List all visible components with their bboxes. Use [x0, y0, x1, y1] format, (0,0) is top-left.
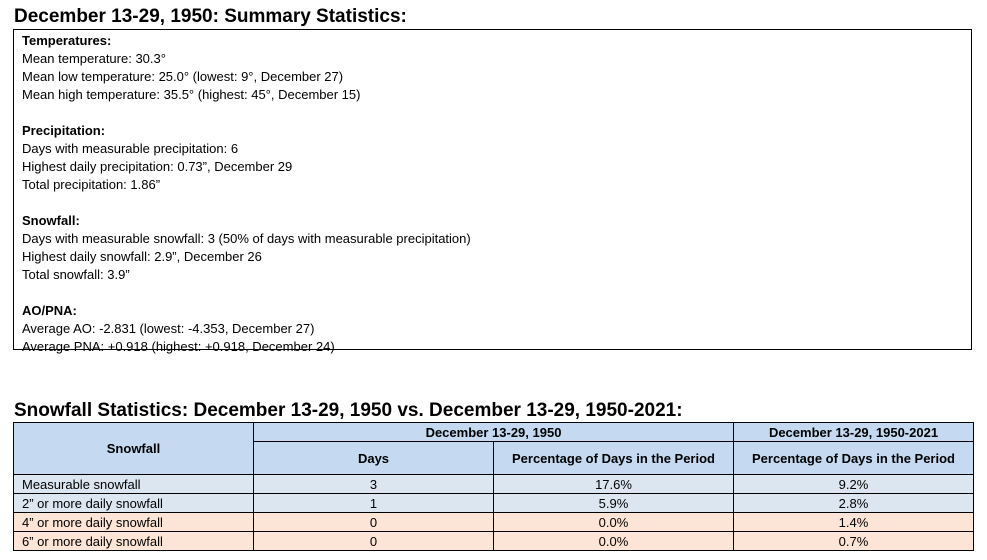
mean-low-temperature: Mean low temperature: 25.0° (lowest: 9°,…	[22, 69, 344, 84]
header-pct-1950: Percentage of Days in the Period	[493, 441, 734, 475]
row-days: 0	[253, 531, 494, 551]
table-row: 4” or more daily snowfall 0 0.0% 1.4%	[13, 512, 974, 532]
snowfall-section: Snowfall: Days with measurable snowfall:…	[22, 212, 971, 284]
row-pct-1950: 5.9%	[493, 493, 734, 513]
header-days: Days	[253, 441, 494, 475]
measurable-precipitation-days: Days with measurable precipitation: 6	[22, 141, 239, 156]
highest-daily-snowfall: Highest daily snowfall: 2.9”, December 2…	[22, 249, 262, 264]
precipitation-heading: Precipitation:	[22, 123, 106, 138]
temperatures-section: Temperatures: Mean temperature: 30.3° Me…	[22, 32, 971, 104]
snowfall-table-title: Snowfall Statistics: December 13-29, 195…	[14, 400, 683, 421]
table-header-row: Snowfall December 13-29, 1950 December 1…	[13, 422, 974, 475]
summary-box: Temperatures: Mean temperature: 30.3° Me…	[13, 29, 972, 354]
row-pct-1950-2021: 0.7%	[733, 531, 974, 551]
row-pct-1950-2021: 9.2%	[733, 474, 974, 494]
precipitation-section: Precipitation: Days with measurable prec…	[22, 122, 971, 194]
header-group-1950-2021: December 13-29, 1950-2021	[733, 422, 974, 442]
mean-high-temperature: Mean high temperature: 35.5° (highest: 4…	[22, 87, 361, 102]
ao-pna-section: AO/PNA: Average AO: -2.831 (lowest: -4.3…	[22, 302, 971, 356]
total-precipitation: Total precipitation: 1.86”	[22, 177, 161, 192]
temperatures-heading: Temperatures:	[22, 33, 112, 48]
highest-daily-precipitation: Highest daily precipitation: 0.73”, Dece…	[22, 159, 293, 174]
snowfall-statistics-table: Snowfall December 13-29, 1950 December 1…	[13, 422, 974, 551]
table-row: Measurable snowfall 3 17.6% 9.2%	[13, 474, 974, 494]
row-days: 3	[253, 474, 494, 494]
row-label: 2” or more daily snowfall	[13, 493, 254, 513]
row-label: Measurable snowfall	[13, 474, 254, 494]
row-days: 1	[253, 493, 494, 513]
header-snowfall: Snowfall	[13, 422, 254, 475]
total-snowfall: Total snowfall: 3.9”	[22, 267, 130, 282]
row-pct-1950: 0.0%	[493, 512, 734, 532]
average-pna: Average PNA: +0.918 (highest: +0.918, De…	[22, 339, 335, 354]
summary-title: December 13-29, 1950: Summary Statistics…	[14, 6, 407, 27]
measurable-snowfall-days: Days with measurable snowfall: 3 (50% of…	[22, 231, 471, 246]
snowfall-heading: Snowfall:	[22, 213, 80, 228]
row-pct-1950: 0.0%	[493, 531, 734, 551]
table-row: 6” or more daily snowfall 0 0.0% 0.7%	[13, 531, 974, 551]
row-pct-1950-2021: 1.4%	[733, 512, 974, 532]
row-pct-1950-2021: 2.8%	[733, 493, 974, 513]
header-group-1950: December 13-29, 1950	[253, 422, 734, 442]
table-subheader-row: Days Percentage of Days in the Period Pe…	[14, 441, 974, 475]
row-days: 0	[253, 512, 494, 532]
ao-pna-heading: AO/PNA:	[22, 303, 77, 318]
table-row: 2” or more daily snowfall 1 5.9% 2.8%	[13, 493, 974, 513]
header-pct-1950-2021: Percentage of Days in the Period	[733, 441, 974, 475]
mean-temperature: Mean temperature: 30.3°	[22, 51, 166, 66]
row-label: 6” or more daily snowfall	[13, 531, 254, 551]
average-ao: Average AO: -2.831 (lowest: -4.353, Dece…	[22, 321, 315, 336]
row-label: 4” or more daily snowfall	[13, 512, 254, 532]
row-pct-1950: 17.6%	[493, 474, 734, 494]
